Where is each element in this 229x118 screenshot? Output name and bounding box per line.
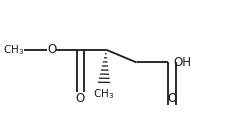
- Text: O: O: [167, 92, 176, 105]
- Text: O: O: [47, 43, 56, 56]
- Text: O: O: [76, 92, 85, 105]
- Text: OH: OH: [173, 56, 191, 69]
- Text: CH$_3$: CH$_3$: [93, 87, 114, 101]
- Text: CH$_3$: CH$_3$: [3, 43, 24, 57]
